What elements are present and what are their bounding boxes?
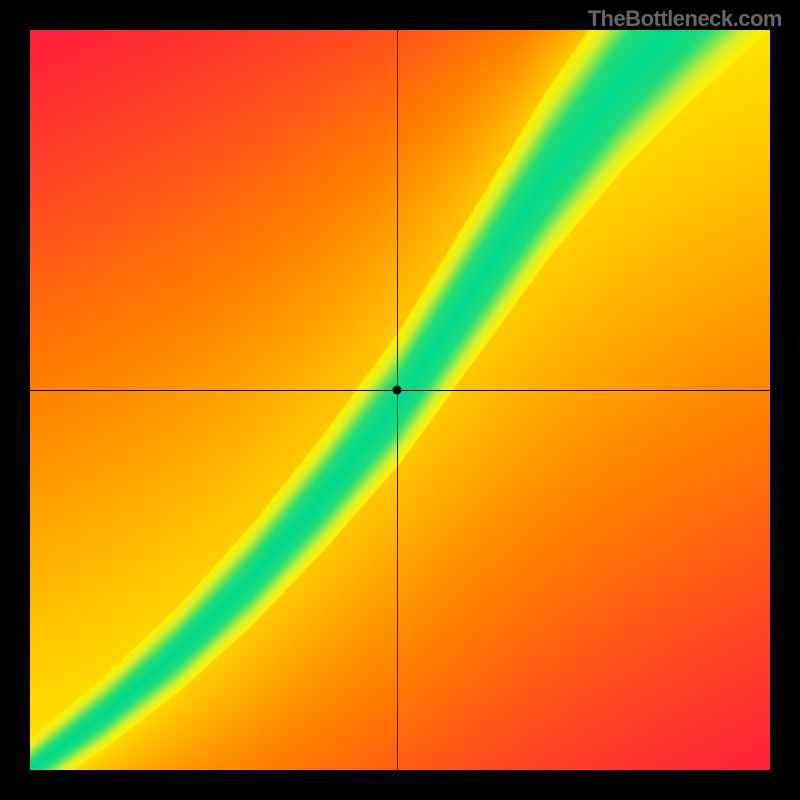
crosshair-marker — [393, 386, 402, 395]
plot-area — [30, 30, 770, 770]
heatmap-canvas — [30, 30, 770, 770]
crosshair-vertical — [397, 30, 398, 770]
watermark-text: TheBottleneck.com — [588, 6, 782, 32]
